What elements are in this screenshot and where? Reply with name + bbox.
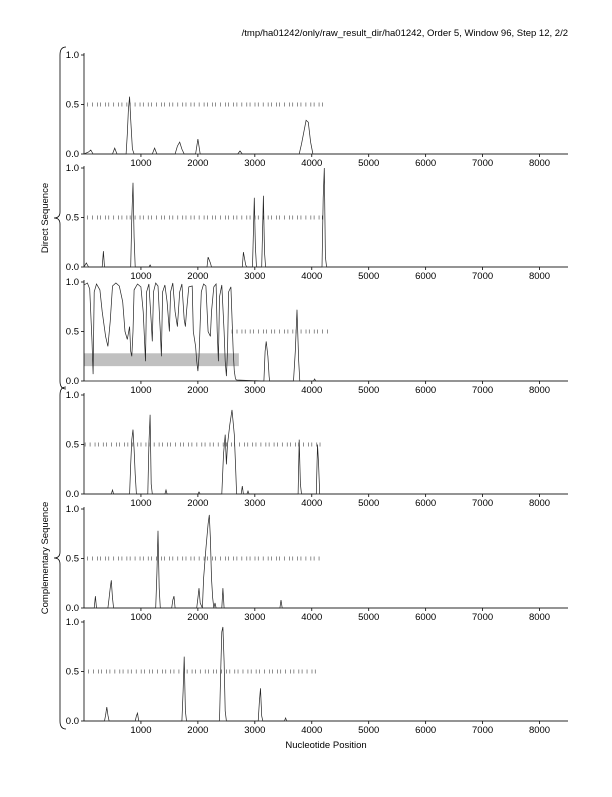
chart-panels: 0.0 0.5 1.0 1000 2000 3000 4000 5000 6000 7000 800… bbox=[66, 50, 568, 736]
y-tick-label: 0.5 bbox=[66, 667, 79, 678]
x-tick-label: 4000 bbox=[301, 725, 322, 736]
x-tick-label: 1000 bbox=[130, 385, 151, 396]
y-tick-label: 0.5 bbox=[66, 327, 79, 338]
x-tick-label: 6000 bbox=[415, 498, 436, 509]
x-tick-label: 7000 bbox=[472, 158, 493, 169]
trace-line bbox=[83, 282, 568, 382]
y-tick-label: 0.0 bbox=[66, 716, 79, 727]
y-tick-label: 1.0 bbox=[66, 277, 79, 288]
x-tick-label: 3000 bbox=[244, 498, 265, 509]
x-tick-label: 1000 bbox=[130, 158, 151, 169]
x-tick-label: 5000 bbox=[358, 612, 379, 623]
y-tick-label: 0.5 bbox=[66, 440, 79, 451]
complement-frame-2: 0.0 0.5 1.0 1000 2000 3000 4000 5000 6000 7000 800… bbox=[66, 504, 568, 623]
x-tick-label: 1000 bbox=[130, 612, 151, 623]
y-tick-label: 0.0 bbox=[66, 489, 79, 500]
x-tick-label: 3000 bbox=[244, 271, 265, 282]
x-tick-label: 8000 bbox=[529, 725, 550, 736]
y-tick-label: 1.0 bbox=[66, 50, 79, 61]
group-label: Direct Sequence bbox=[40, 183, 51, 253]
direct-frame-2: 0.0 0.5 1.0 1000 2000 3000 4000 5000 6000 7000 800… bbox=[66, 163, 568, 282]
sequence-groups: Direct Sequence Complementary Sequence bbox=[40, 46, 67, 730]
y-tick-label: 1.0 bbox=[66, 163, 79, 174]
x-tick-label: 4000 bbox=[301, 158, 322, 169]
group-complementary: Complementary Sequence bbox=[40, 386, 67, 730]
x-tick-label: 6000 bbox=[415, 271, 436, 282]
x-tick-label: 3000 bbox=[244, 725, 265, 736]
y-tick-label: 1.0 bbox=[66, 390, 79, 401]
x-tick-label: 5000 bbox=[358, 725, 379, 736]
x-tick-label: 3000 bbox=[244, 612, 265, 623]
x-tick-label: 7000 bbox=[472, 271, 493, 282]
direct-frame-3: 0.0 0.5 1.0 1000 2000 3000 4000 5000 6000 7000 800… bbox=[66, 277, 568, 396]
complement-frame-1: 0.0 0.5 1.0 1000 2000 3000 4000 5000 6000 7000 800… bbox=[66, 390, 568, 509]
complement-frame-3: 0.0 0.5 1.0 1000 2000 3000 4000 5000 6000 7000 800… bbox=[66, 617, 568, 736]
x-tick-label: 4000 bbox=[301, 271, 322, 282]
x-tick-label: 8000 bbox=[529, 158, 550, 169]
x-tick-label: 2000 bbox=[187, 725, 208, 736]
group-label: Complementary Sequence bbox=[40, 502, 51, 614]
y-tick-label: 0.0 bbox=[66, 262, 79, 273]
x-tick-label: 5000 bbox=[358, 158, 379, 169]
x-tick-label: 4000 bbox=[301, 385, 322, 396]
y-tick-label: 0.0 bbox=[66, 376, 79, 387]
x-tick-label: 6000 bbox=[415, 612, 436, 623]
y-tick-label: 0.5 bbox=[66, 213, 79, 224]
x-tick-label: 1000 bbox=[130, 498, 151, 509]
x-tick-label: 7000 bbox=[472, 498, 493, 509]
x-tick-label: 1000 bbox=[130, 725, 151, 736]
highlight-band bbox=[84, 353, 239, 367]
trace-line bbox=[84, 626, 568, 722]
y-tick-label: 0.0 bbox=[66, 149, 79, 160]
y-tick-label: 1.0 bbox=[66, 504, 79, 515]
x-tick-label: 6000 bbox=[415, 385, 436, 396]
x-tick-label: 8000 bbox=[529, 271, 550, 282]
x-tick-label: 2000 bbox=[187, 158, 208, 169]
group-brace bbox=[53, 386, 67, 730]
x-tick-label: 6000 bbox=[415, 725, 436, 736]
x-tick-label: 2000 bbox=[187, 271, 208, 282]
figure-header: /tmp/ha01242/only/raw_result_dir/ha01242… bbox=[242, 28, 568, 39]
group-brace bbox=[53, 46, 67, 390]
x-tick-label: 7000 bbox=[472, 385, 493, 396]
x-tick-label: 2000 bbox=[187, 612, 208, 623]
x-tick-label: 5000 bbox=[358, 271, 379, 282]
trace-line bbox=[84, 409, 568, 495]
direct-frame-1: 0.0 0.5 1.0 1000 2000 3000 4000 5000 6000 7000 800… bbox=[66, 50, 568, 169]
trace-line bbox=[83, 96, 568, 155]
y-tick-label: 1.0 bbox=[66, 617, 79, 628]
x-tick-label: 2000 bbox=[187, 385, 208, 396]
group-direct: Direct Sequence bbox=[40, 46, 67, 390]
x-tick-label: 3000 bbox=[244, 158, 265, 169]
x-tick-label: 5000 bbox=[358, 385, 379, 396]
x-tick-label: 7000 bbox=[472, 612, 493, 623]
x-tick-label: 4000 bbox=[301, 612, 322, 623]
x-tick-label: 8000 bbox=[529, 498, 550, 509]
x-tick-label: 5000 bbox=[358, 498, 379, 509]
x-tick-label: 4000 bbox=[301, 498, 322, 509]
y-tick-label: 0.0 bbox=[66, 603, 79, 614]
x-tick-label: 3000 bbox=[244, 385, 265, 396]
x-tick-label: 8000 bbox=[529, 385, 550, 396]
x-tick-label: 1000 bbox=[130, 271, 151, 282]
x-tick-label: 6000 bbox=[415, 158, 436, 169]
x-tick-label: 7000 bbox=[472, 725, 493, 736]
x-tick-label: 8000 bbox=[529, 612, 550, 623]
trace-line bbox=[83, 167, 568, 268]
trace-line bbox=[84, 514, 568, 609]
x-tick-label: 2000 bbox=[187, 498, 208, 509]
x-axis-label: Nucleotide Position bbox=[285, 740, 366, 751]
y-tick-label: 0.5 bbox=[66, 100, 79, 111]
y-tick-label: 0.5 bbox=[66, 554, 79, 565]
